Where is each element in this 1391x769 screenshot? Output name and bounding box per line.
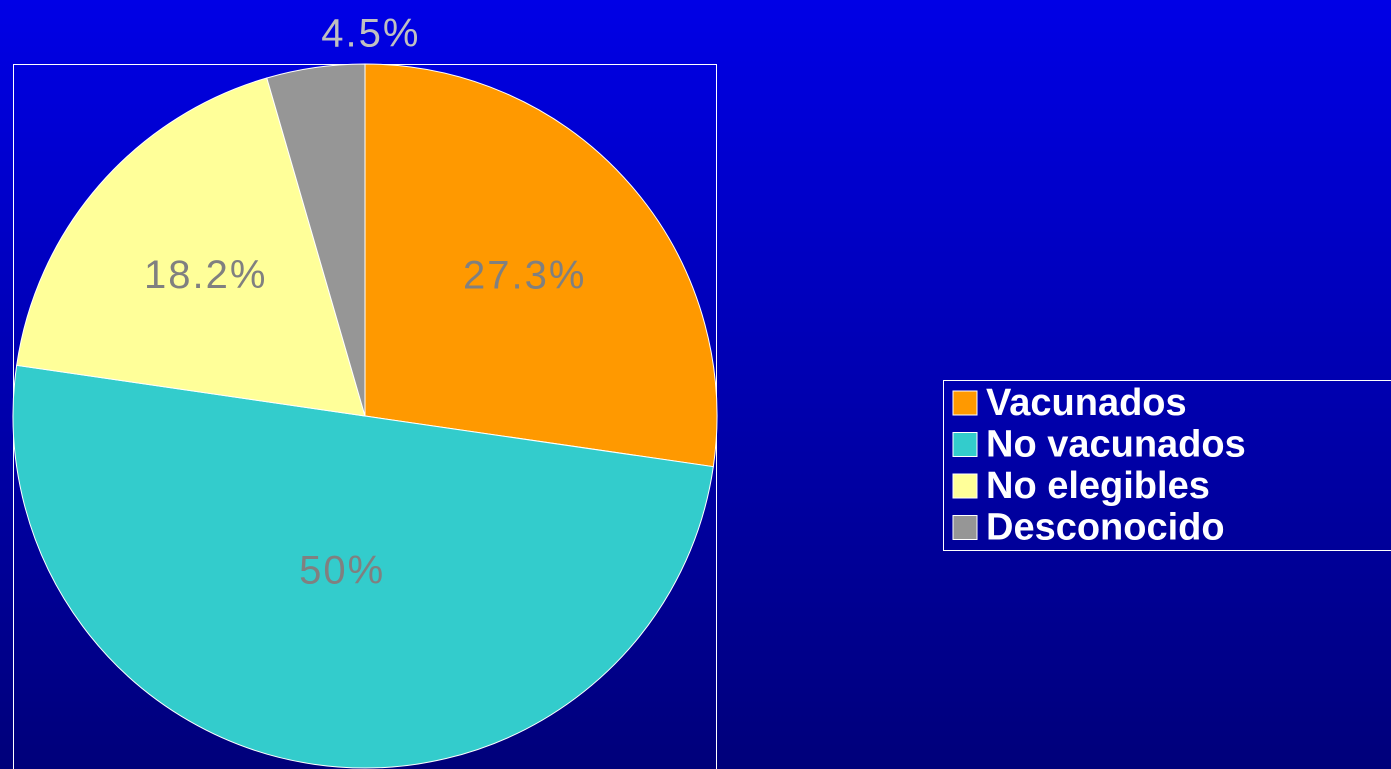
legend-label: No elegibles	[986, 465, 1210, 507]
pie-slice	[266, 63, 366, 417]
legend-label: Vacunados	[986, 382, 1187, 424]
legend-swatch	[952, 432, 978, 457]
data-label: 18.2%	[144, 253, 267, 297]
legend-frame	[943, 380, 1391, 551]
data-label: 50%	[299, 548, 385, 592]
pie-slice	[364, 63, 718, 468]
data-label: 4.5%	[321, 11, 420, 55]
legend-label: Desconocido	[986, 507, 1225, 549]
legend-label: No vacunados	[986, 424, 1246, 466]
legend-swatch	[952, 390, 978, 416]
legend-swatch	[952, 515, 978, 540]
pie-slice	[16, 77, 366, 417]
legend-swatch	[952, 473, 978, 499]
data-label: 27.3%	[463, 253, 586, 297]
pie-slice	[12, 364, 714, 769]
